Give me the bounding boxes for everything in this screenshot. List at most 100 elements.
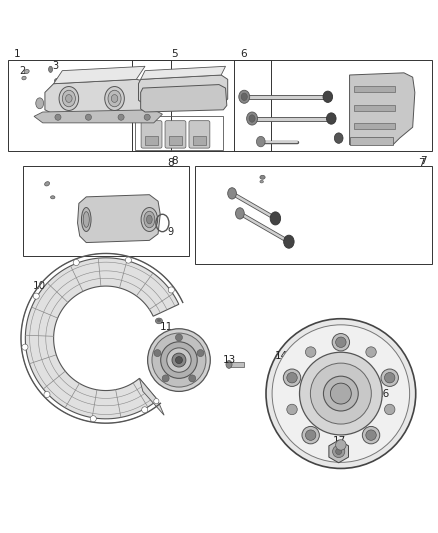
Circle shape: [90, 416, 96, 422]
Ellipse shape: [270, 212, 281, 225]
Circle shape: [305, 430, 316, 440]
Bar: [135, 116, 223, 150]
Circle shape: [85, 114, 92, 120]
Bar: [132, 60, 271, 151]
Circle shape: [385, 373, 395, 383]
FancyBboxPatch shape: [189, 120, 210, 148]
Circle shape: [33, 293, 39, 299]
Bar: [228, 362, 244, 367]
Ellipse shape: [236, 208, 244, 219]
Ellipse shape: [241, 93, 247, 100]
Ellipse shape: [147, 215, 152, 224]
Polygon shape: [53, 66, 145, 84]
Text: 10: 10: [33, 281, 46, 291]
Polygon shape: [34, 110, 162, 123]
Polygon shape: [139, 378, 164, 415]
Ellipse shape: [24, 69, 29, 74]
Ellipse shape: [334, 133, 343, 143]
Ellipse shape: [372, 385, 379, 391]
Circle shape: [336, 448, 342, 455]
Circle shape: [172, 353, 186, 367]
Text: 5: 5: [171, 49, 178, 59]
Ellipse shape: [239, 90, 250, 103]
Bar: [23, 166, 188, 256]
Circle shape: [141, 407, 148, 413]
Ellipse shape: [22, 76, 26, 80]
Bar: [193, 136, 206, 144]
Circle shape: [197, 350, 204, 357]
Ellipse shape: [260, 175, 265, 179]
Bar: [145, 136, 158, 144]
Circle shape: [283, 369, 301, 386]
Circle shape: [161, 342, 197, 378]
Circle shape: [152, 333, 206, 387]
Text: 7: 7: [420, 156, 427, 166]
Text: 13: 13: [223, 354, 236, 365]
Circle shape: [176, 334, 183, 341]
Text: 8: 8: [171, 156, 178, 166]
Circle shape: [22, 344, 28, 350]
Bar: [354, 86, 395, 92]
Circle shape: [118, 114, 124, 120]
Ellipse shape: [49, 66, 53, 72]
Bar: [8, 60, 171, 151]
Text: 12: 12: [177, 332, 190, 342]
Text: 7: 7: [418, 158, 425, 168]
Text: 4: 4: [62, 75, 68, 84]
Text: 16: 16: [377, 389, 390, 399]
Text: 2: 2: [19, 66, 25, 76]
Polygon shape: [138, 75, 228, 103]
Polygon shape: [141, 85, 227, 112]
FancyBboxPatch shape: [165, 120, 186, 148]
FancyBboxPatch shape: [141, 120, 162, 148]
Circle shape: [311, 363, 371, 424]
Circle shape: [287, 404, 297, 415]
Ellipse shape: [45, 182, 49, 186]
Text: 15: 15: [306, 350, 319, 360]
Ellipse shape: [256, 136, 265, 147]
Ellipse shape: [144, 211, 155, 228]
Ellipse shape: [66, 94, 72, 102]
Text: 1: 1: [14, 49, 20, 59]
Bar: [169, 136, 182, 144]
Circle shape: [300, 352, 382, 435]
Circle shape: [323, 376, 358, 411]
Polygon shape: [350, 73, 415, 144]
Bar: [234, 60, 432, 151]
Ellipse shape: [249, 115, 255, 122]
Ellipse shape: [157, 319, 161, 322]
Ellipse shape: [226, 360, 232, 368]
Circle shape: [330, 383, 351, 404]
Text: 6: 6: [240, 49, 247, 59]
Ellipse shape: [111, 94, 118, 102]
Ellipse shape: [247, 112, 258, 125]
Circle shape: [167, 348, 191, 372]
Polygon shape: [45, 79, 158, 114]
Circle shape: [305, 347, 316, 357]
Ellipse shape: [105, 86, 124, 110]
Circle shape: [332, 446, 345, 457]
Ellipse shape: [260, 180, 263, 183]
Text: 17: 17: [333, 437, 346, 447]
Circle shape: [125, 257, 131, 263]
Polygon shape: [25, 258, 179, 419]
Circle shape: [266, 319, 416, 469]
Ellipse shape: [81, 207, 91, 231]
Circle shape: [332, 334, 350, 351]
Polygon shape: [350, 137, 393, 144]
Circle shape: [44, 391, 50, 398]
Ellipse shape: [108, 90, 121, 107]
Ellipse shape: [374, 386, 377, 389]
Circle shape: [148, 329, 210, 391]
Bar: [354, 104, 395, 111]
Bar: [354, 123, 395, 130]
Ellipse shape: [36, 98, 44, 109]
Circle shape: [73, 260, 79, 265]
Ellipse shape: [83, 212, 89, 228]
Ellipse shape: [50, 196, 55, 199]
Text: 9: 9: [168, 227, 174, 237]
Text: 3: 3: [53, 61, 59, 71]
Ellipse shape: [62, 90, 75, 107]
Polygon shape: [141, 66, 226, 79]
Circle shape: [272, 325, 410, 462]
